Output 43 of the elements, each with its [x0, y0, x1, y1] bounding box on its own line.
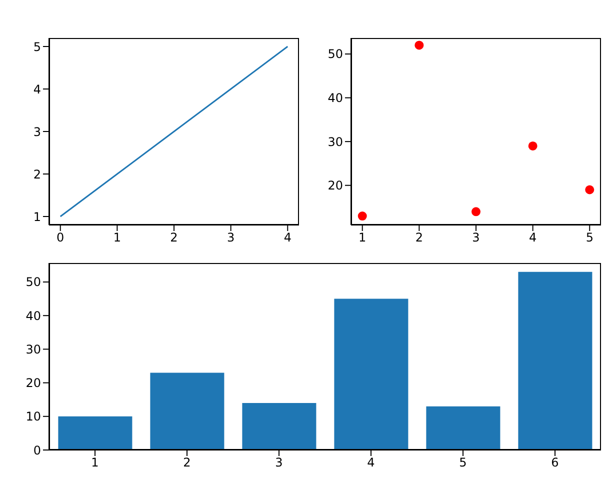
- point: [472, 207, 480, 216]
- x-tick-label: 5: [459, 456, 467, 470]
- y-tick-label: 40: [328, 91, 343, 106]
- point: [414, 40, 424, 50]
- x-tick-label: 1: [91, 456, 99, 470]
- y-tick-label: 5: [33, 40, 41, 54]
- point: [585, 185, 594, 194]
- bar: [242, 402, 316, 450]
- x-tick-label: 2: [183, 456, 191, 470]
- y-tick-label: 10: [26, 410, 41, 424]
- point: [358, 212, 367, 221]
- y-tick-label: 0: [33, 443, 41, 458]
- x-tick-label: 5: [586, 230, 594, 245]
- x-tick-label: 4: [284, 230, 292, 245]
- x-tick-label: 3: [275, 456, 283, 470]
- x-tick-label: 6: [551, 456, 559, 470]
- x-tick-label: 2: [170, 230, 178, 245]
- bar: [426, 406, 500, 450]
- y-tick-label: 30: [328, 134, 343, 149]
- bar: [150, 372, 224, 450]
- line-series: [60, 46, 288, 218]
- y-tick-label: 20: [26, 376, 41, 390]
- y-tick-label: 3: [33, 124, 41, 139]
- bar: [518, 272, 592, 450]
- x-tick-label: 3: [227, 230, 235, 245]
- x-tick-label: 4: [529, 230, 537, 245]
- y-tick-label: 50: [26, 275, 41, 290]
- y-tick-label: 20: [328, 178, 343, 193]
- bar: [334, 298, 408, 450]
- x-tick-label: 3: [472, 230, 480, 245]
- y-tick-label: 40: [26, 308, 41, 323]
- y-tick-label: 1: [33, 210, 41, 224]
- x-tick-label: 1: [113, 230, 121, 245]
- y-tick-label: 4: [33, 82, 41, 96]
- x-tick-label: 4: [367, 456, 375, 470]
- y-tick-label: 2: [33, 167, 41, 182]
- x-tick-label: 0: [56, 230, 64, 245]
- point: [528, 141, 538, 150]
- x-tick-label: 1: [358, 230, 366, 245]
- y-tick-label: 30: [26, 342, 41, 356]
- bar: [58, 416, 132, 450]
- y-tick-label: 50: [328, 47, 343, 62]
- x-tick-label: 2: [415, 230, 423, 245]
